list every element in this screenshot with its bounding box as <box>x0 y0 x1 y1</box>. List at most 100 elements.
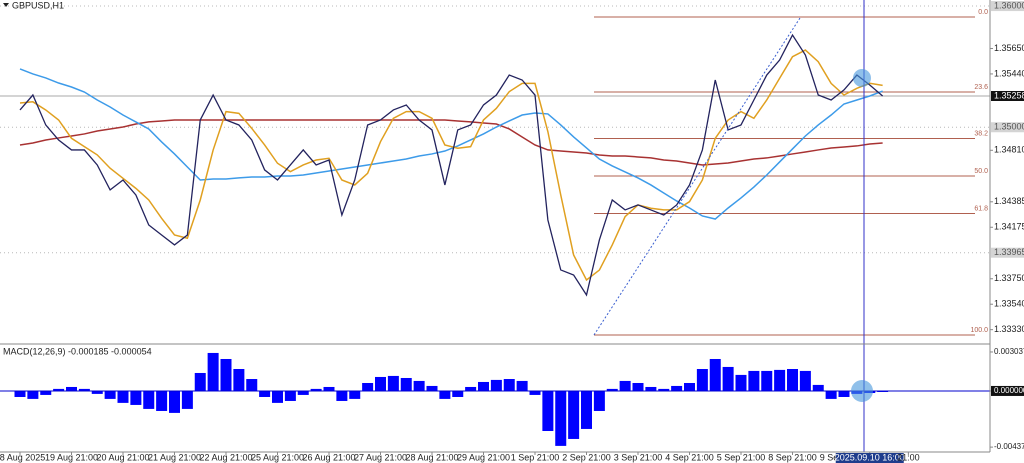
macd-bar <box>619 380 631 391</box>
macd-bar <box>774 369 786 391</box>
macd-bar <box>632 382 644 391</box>
macd-bar <box>503 379 515 391</box>
macd-bar <box>478 381 489 391</box>
macd-bar <box>130 390 142 405</box>
price-level-box <box>991 122 1024 133</box>
macd-bar <box>413 380 425 391</box>
x-tick-label: 27 Aug 21:00 <box>354 452 407 462</box>
x-tick-label: 3 Sep 21:00 <box>614 452 663 462</box>
fib-label: 38.2 <box>974 130 988 137</box>
x-tick-label: 28 Aug 21:00 <box>405 452 458 462</box>
x-tick-label: 18 Aug 2025 <box>0 452 45 462</box>
macd-bar <box>696 369 708 391</box>
macd-bar <box>529 390 541 395</box>
y-tick-label: 0.003037 <box>994 347 1024 356</box>
macd-bar <box>66 386 77 391</box>
price-series <box>19 68 883 220</box>
macd-bar <box>53 388 65 391</box>
macd-bar <box>645 386 657 391</box>
macd-bar <box>671 385 683 391</box>
x-tick-label: 22 Aug 21:00 <box>199 452 252 462</box>
current-price-label: 1.35258 <box>994 90 1024 100</box>
x-tick-label: 26 Aug 21:00 <box>302 452 355 462</box>
macd-bar <box>284 390 296 401</box>
over-layer <box>593 0 873 452</box>
macd-bar <box>581 390 592 429</box>
macd-bar <box>362 382 374 391</box>
indicator-title: MACD(12,26,9) -0.000185 -0.000054 <box>3 346 152 356</box>
x-tick-label: 19 Aug 21:00 <box>45 452 98 462</box>
macd-bar <box>375 376 386 391</box>
price-level-label: 1.35000 <box>994 122 1024 132</box>
y-tick-label: 1.33540 <box>994 299 1024 309</box>
macd-bar <box>542 390 554 432</box>
macd-bar <box>143 390 155 409</box>
x-tick-label: 2 Sep 21:00 <box>562 452 611 462</box>
macd-bar <box>91 390 103 394</box>
y-tick-label: 1.34810 <box>994 145 1024 155</box>
x-tick-label: 2025.09.10 16:00 <box>835 452 905 462</box>
price-level-box <box>991 1 1024 12</box>
macd-bar <box>748 370 760 391</box>
y-tick-label: 1.34385 <box>994 196 1024 206</box>
macd-bar <box>104 390 116 399</box>
macd-bar <box>606 388 618 391</box>
macd-bar <box>426 385 438 391</box>
menu-arrow[interactable] <box>3 3 9 7</box>
macd-bar <box>593 390 605 411</box>
price-level-box <box>991 247 1024 258</box>
macd-bar <box>117 390 129 403</box>
macd-bar <box>233 369 245 391</box>
y-tick-label: -0.004375 <box>994 442 1024 451</box>
fib-label: 0.0 <box>978 9 988 16</box>
macd-bar <box>310 388 322 391</box>
macd-bar <box>709 358 721 391</box>
macd-bar <box>246 379 258 391</box>
macd-bar <box>658 388 670 391</box>
macd-bar <box>825 390 837 399</box>
fib-label: 23.6 <box>974 84 988 91</box>
macd-bar <box>761 370 773 391</box>
cursor-marker <box>851 380 873 402</box>
macd-bar <box>516 380 528 391</box>
macd-bar <box>169 390 180 413</box>
macd-bar <box>259 390 271 397</box>
price-series <box>19 33 884 297</box>
y-tick-label: 1.33330 <box>994 324 1024 334</box>
macd-bar <box>799 370 811 391</box>
macd-bar <box>490 379 502 391</box>
price-series <box>19 119 883 166</box>
y-tick-label: 1.34175 <box>994 222 1024 232</box>
x-tick-label: 25 Aug 21:00 <box>251 452 304 462</box>
macd-bar <box>323 386 335 391</box>
x-tick-label: 8 Sep 21:00 <box>768 452 817 462</box>
x-tick-label: 21 Aug 21:00 <box>148 452 201 462</box>
y-tick-label: 1.35650 <box>994 43 1024 53</box>
macd-bar <box>555 390 567 446</box>
y-tick-label: 1.33750 <box>994 273 1024 283</box>
macd-bar <box>194 372 206 391</box>
fib-label: 61.8 <box>974 205 988 212</box>
macd-bar <box>14 390 26 397</box>
trend-line <box>593 17 801 336</box>
macd-bar <box>78 388 90 391</box>
y-tick-label: 1.35440 <box>994 68 1024 78</box>
crosshair-time-box <box>835 453 904 463</box>
macd-bar <box>684 382 695 391</box>
zero-box <box>991 385 1024 396</box>
macd-bar <box>349 390 361 399</box>
macd-bar <box>568 390 580 439</box>
x-tick-label: 5 Sep 21:00 <box>717 452 766 462</box>
cursor-marker <box>853 69 871 87</box>
x-tick-label: 1 Sep 21:00 <box>511 452 560 462</box>
macd-bar <box>439 390 451 399</box>
macd-bar <box>387 375 399 391</box>
price-series <box>19 49 883 282</box>
macd-bar <box>787 369 798 391</box>
macd-bar <box>877 390 889 392</box>
macd-bar <box>272 390 283 403</box>
macd-bar <box>812 384 824 391</box>
